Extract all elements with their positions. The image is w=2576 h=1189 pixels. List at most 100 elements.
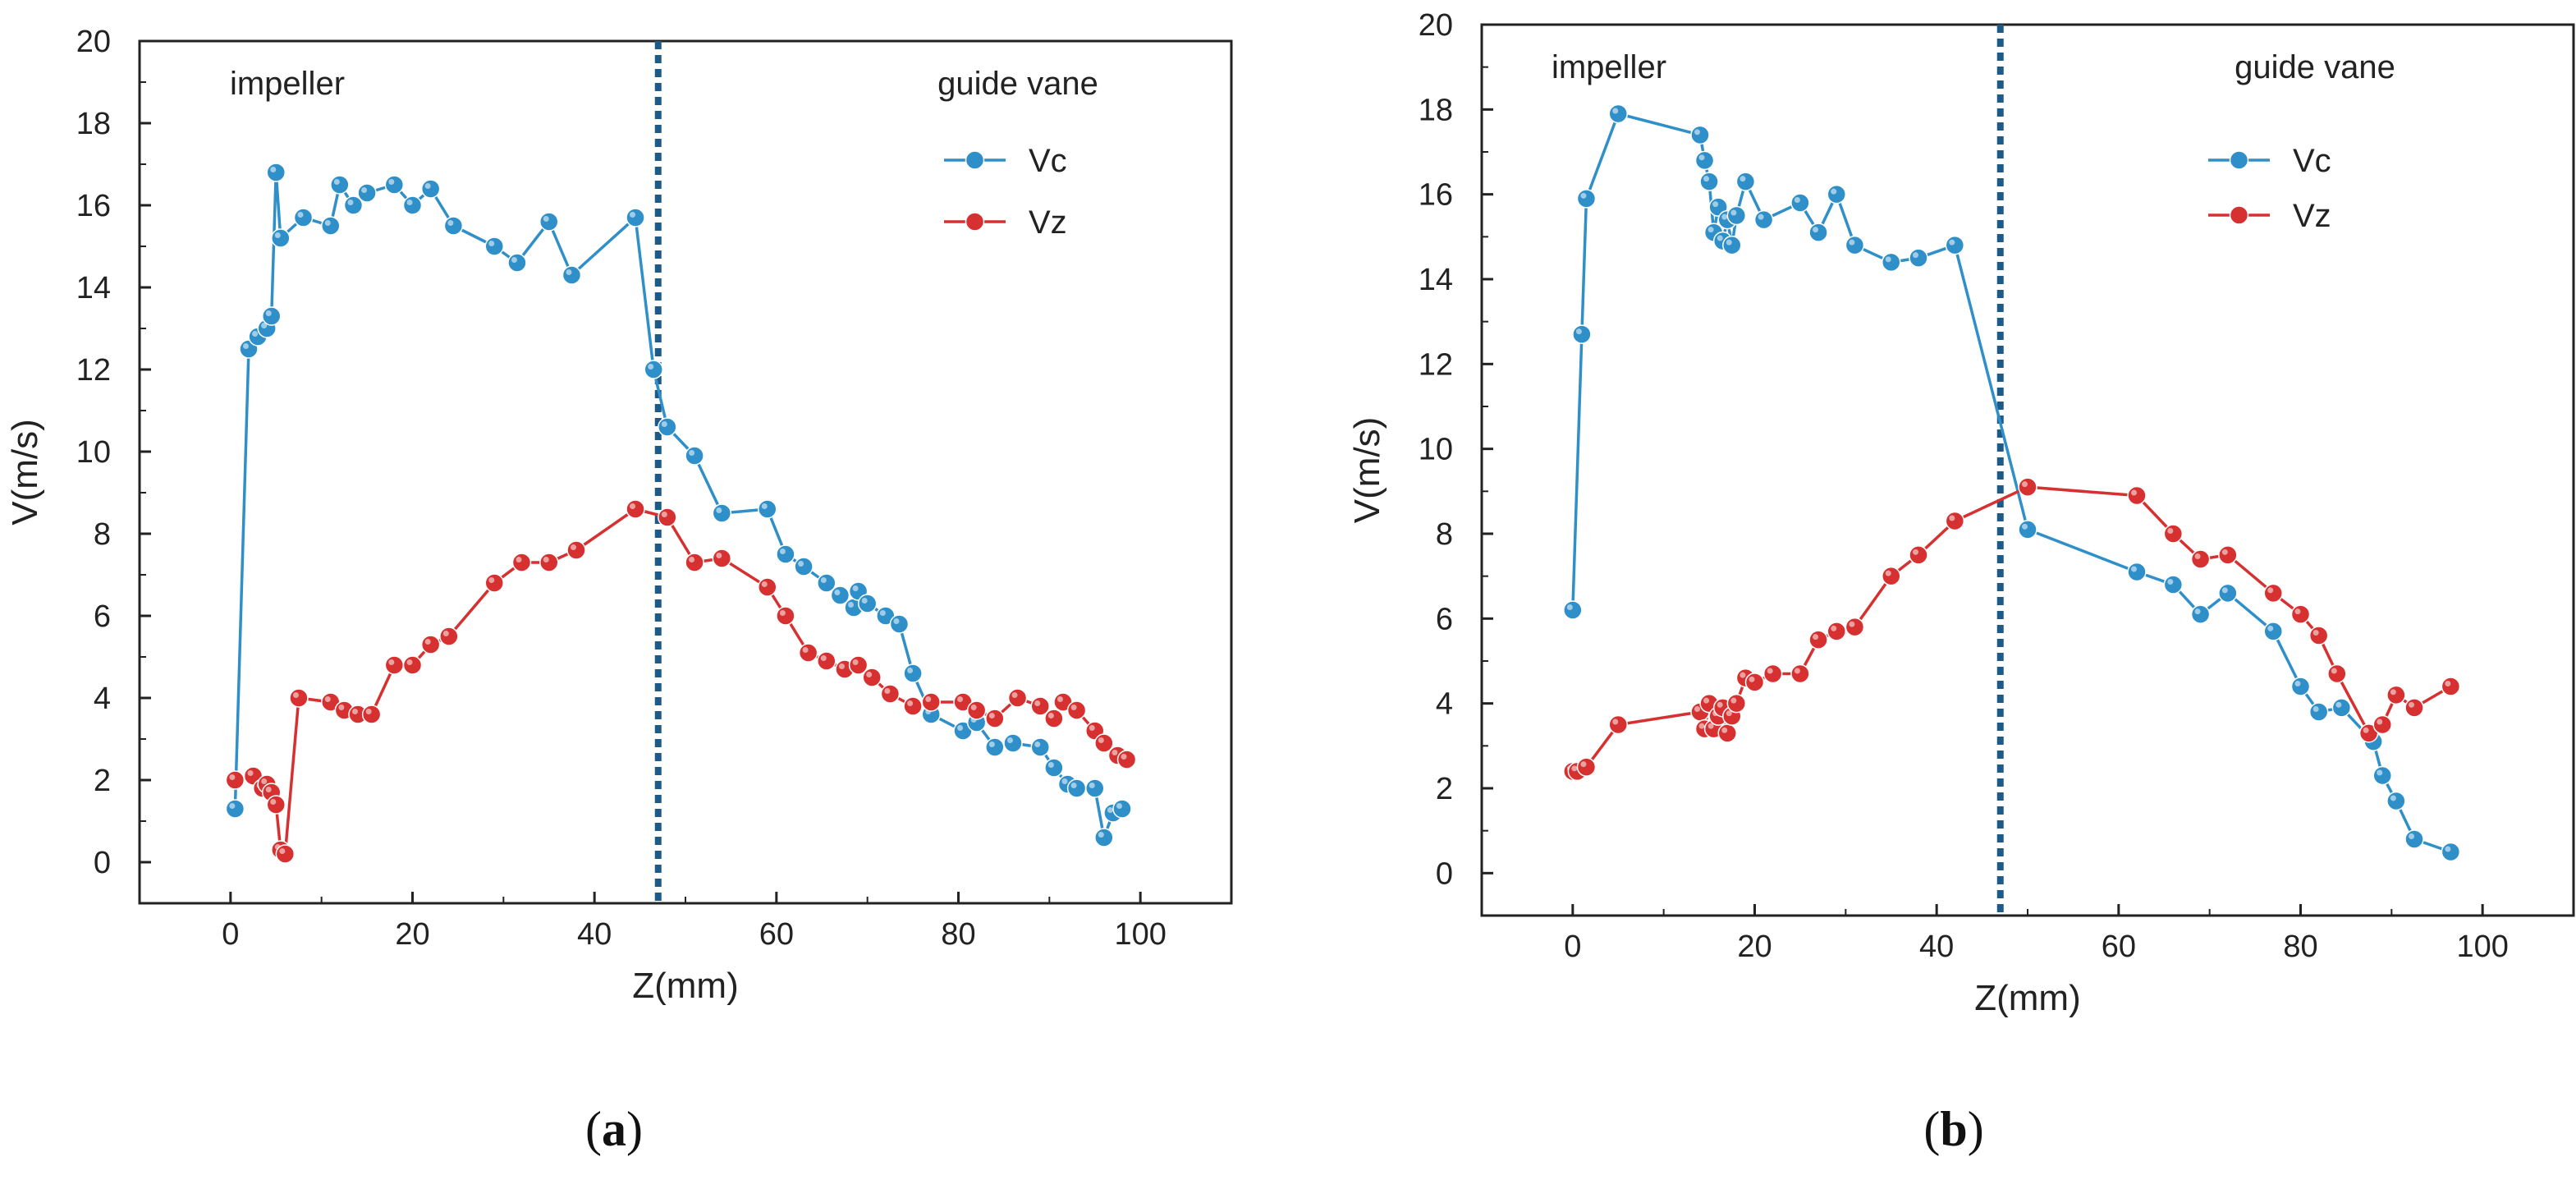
data-point-vz (921, 692, 941, 712)
data-point-highlight (1047, 762, 1054, 768)
data-point-highlight (447, 220, 454, 226)
data-point-highlight (2390, 795, 2396, 801)
data-point-vz (1762, 663, 1783, 684)
data-point-highlight (779, 610, 786, 616)
data-point-vc (330, 175, 350, 195)
data-point-highlight (1913, 549, 1918, 555)
data-point-vz (862, 668, 882, 687)
panel-label-close: ) (626, 1102, 643, 1156)
data-point-vz (2372, 714, 2392, 735)
data-point-vz (2218, 545, 2238, 565)
data-point-vz (2263, 583, 2283, 604)
data-point-vz (1790, 663, 1810, 684)
data-point-vc (271, 228, 291, 248)
data-point-highlight (861, 598, 868, 604)
data-point-highlight (388, 179, 395, 185)
data-point-vz (758, 577, 777, 597)
data-point-highlight (834, 590, 841, 595)
y-tick-label: 18 (1419, 93, 1453, 127)
data-point-highlight (1707, 227, 1714, 233)
data-point-vc (1808, 223, 1828, 242)
data-point-vc (794, 557, 814, 576)
data-point-vz (2190, 549, 2211, 569)
data-point-highlight (2363, 727, 2369, 733)
data-point-highlight (1089, 783, 1095, 788)
data-point-vc (857, 594, 878, 613)
data-point-highlight (1831, 625, 1837, 631)
data-point-vc (1945, 235, 1965, 255)
chart-panel-a: 0 20 40 60 80 100 0 2 4 6 8 10 12 14 16 18 20 Z(mm) V(m/s)… (5, 25, 1233, 1156)
data-point-vz (1044, 709, 1064, 728)
data-point-highlight (338, 705, 345, 710)
data-point-vz (658, 507, 677, 527)
data-point-vc (1003, 733, 1023, 753)
data-point-vz (484, 573, 504, 593)
data-point-vz (985, 709, 1005, 728)
data-point-highlight (1098, 737, 1104, 743)
data-point-highlight (2335, 701, 2342, 708)
data-point-vz (712, 549, 732, 568)
data-point-highlight (388, 659, 395, 665)
data-point-highlight (1057, 696, 1063, 702)
series-vc (1563, 103, 2461, 862)
y-tick-label: 8 (1436, 517, 1453, 552)
data-point-highlight (1098, 832, 1104, 838)
legend-marker-vz (965, 212, 985, 232)
data-point-vz (2441, 677, 2461, 696)
data-point-vz (1882, 566, 1901, 586)
data-point-highlight (2267, 625, 2274, 631)
legend-marker-vc (965, 150, 985, 170)
data-point-highlight (798, 561, 804, 567)
data-point-highlight (270, 167, 277, 172)
data-point-highlight (820, 655, 827, 661)
data-point-vc (1790, 193, 1810, 213)
data-point-highlight (1580, 761, 1587, 768)
data-point-vz (2163, 524, 2184, 544)
data-point-highlight (1575, 328, 1582, 335)
data-point-highlight (1813, 227, 1819, 233)
data-point-highlight (2445, 846, 2451, 852)
data-point-vc (420, 179, 441, 199)
panel-label: (b) (1923, 1102, 1983, 1156)
data-point-highlight (265, 787, 272, 792)
y-axis-title: V(m/s) (1347, 417, 1387, 524)
data-point-highlight (270, 799, 277, 805)
data-point-vc (2218, 583, 2238, 604)
data-point-highlight (957, 696, 964, 702)
data-point-vz (2386, 685, 2406, 705)
data-point-vc (2018, 520, 2037, 539)
legend-marker-vc (2229, 150, 2249, 170)
data-point-highlight (648, 364, 654, 370)
data-point-highlight (866, 672, 873, 677)
data-point-highlight (1034, 741, 1041, 747)
data-point-highlight (848, 602, 855, 608)
panel-label-letter: b (1940, 1102, 1967, 1156)
chart-panel-b: 0 20 40 60 80 100 0 2 4 6 8 10 12 14 16 18 20 Z(mm) V(m/s)… (1347, 8, 2575, 1156)
data-point-vc (402, 195, 423, 215)
data-point-vc (2190, 604, 2211, 624)
data-point-vz (2327, 663, 2347, 684)
data-point-highlight (2194, 608, 2201, 615)
data-point-highlight (2294, 681, 2301, 686)
data-point-highlight (907, 700, 914, 706)
data-point-highlight (352, 709, 358, 714)
x-tick-label: 100 (1114, 917, 1166, 952)
data-point-highlight (925, 696, 932, 702)
data-point-vz (1007, 688, 1028, 708)
data-point-vz (225, 770, 245, 790)
data-point-highlight (1739, 672, 1746, 678)
data-point-vc (2308, 702, 2329, 722)
data-point-highlight (1698, 154, 1705, 161)
data-point-highlight (1721, 727, 1728, 733)
data-point-highlight (324, 220, 331, 226)
data-point-highlight (2331, 668, 2337, 674)
data-point-vc (1085, 778, 1105, 798)
data-point-vc (266, 163, 286, 182)
data-point-vc (1845, 235, 1865, 255)
data-point-vc (321, 216, 341, 236)
data-point-vc (903, 663, 923, 683)
data-point-highlight (1749, 676, 1755, 682)
data-point-highlight (488, 241, 495, 246)
data-point-vc (1094, 828, 1114, 847)
data-point-highlight (2221, 549, 2228, 555)
